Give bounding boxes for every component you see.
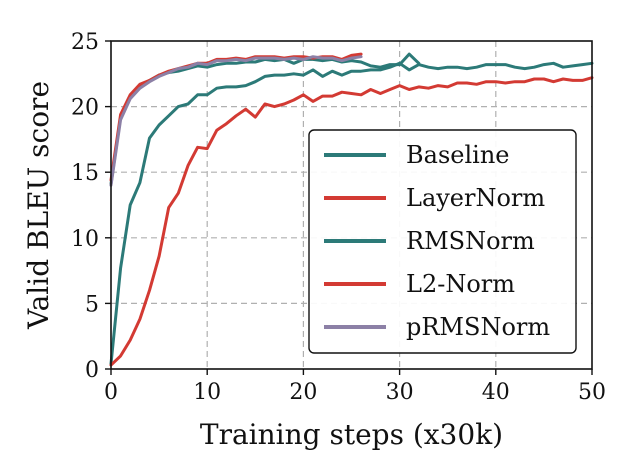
series-lines — [109, 52, 594, 367]
plot-frame — [110, 40, 593, 370]
x-tick-label: 40 — [482, 380, 510, 405]
axis-ticks: 0 10 20 30 40 50 0 5 10 15 20 25 — [71, 30, 606, 405]
series-line-baseline — [109, 61, 594, 366]
y-tick-label: 0 — [85, 358, 99, 383]
y-tick-label: 5 — [85, 292, 99, 317]
legend-label-layernorm: LayerNorm — [406, 184, 545, 212]
legend-box — [308, 129, 577, 354]
legend-label-rmsnorm: RMSNorm — [406, 227, 535, 255]
x-tick-label: 50 — [578, 380, 606, 405]
y-tick-label: 15 — [71, 161, 99, 186]
x-tick-label: 20 — [289, 380, 317, 405]
legend-label-prmsnorm: pRMSNorm — [406, 313, 550, 341]
x-axis-label: Training steps (x30k) — [200, 418, 503, 451]
x-tick-label: 30 — [386, 380, 414, 405]
y-tick-label: 25 — [71, 30, 99, 55]
series-line-layernorm — [109, 76, 594, 367]
y-tick-label: 20 — [71, 96, 99, 121]
legend-label-baseline: Baseline — [406, 141, 509, 169]
x-tick-label: 0 — [104, 380, 118, 405]
y-tick-label: 10 — [71, 227, 99, 252]
x-tick-label: 10 — [193, 380, 221, 405]
series-line-prmsnorm — [109, 55, 363, 187]
y-axis-label: Valid BLEU score — [22, 81, 55, 330]
legend: Baseline LayerNorm RMSNorm L2-Norm pRMSNorm — [308, 129, 577, 354]
legend-label-l2-norm: L2-Norm — [406, 270, 515, 298]
